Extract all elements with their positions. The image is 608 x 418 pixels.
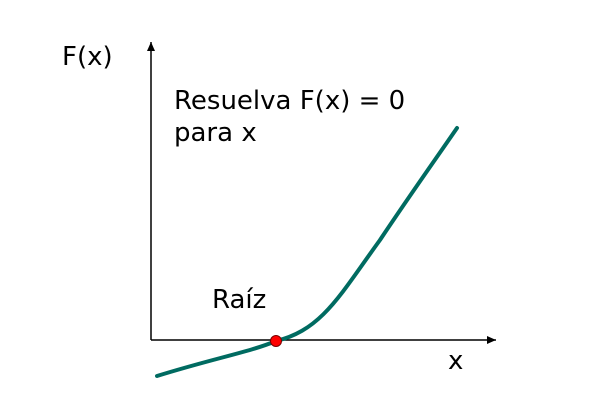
equation-text-line1: Resuelva F(x) = 0 — [174, 86, 406, 116]
function-curve — [155, 126, 459, 378]
root-label: Raíz — [212, 285, 267, 315]
root-point — [270, 335, 282, 347]
x-axis-label: x — [448, 346, 464, 376]
y-axis-label: F(x) — [62, 42, 113, 72]
equation-text-line2: para x — [174, 118, 257, 148]
